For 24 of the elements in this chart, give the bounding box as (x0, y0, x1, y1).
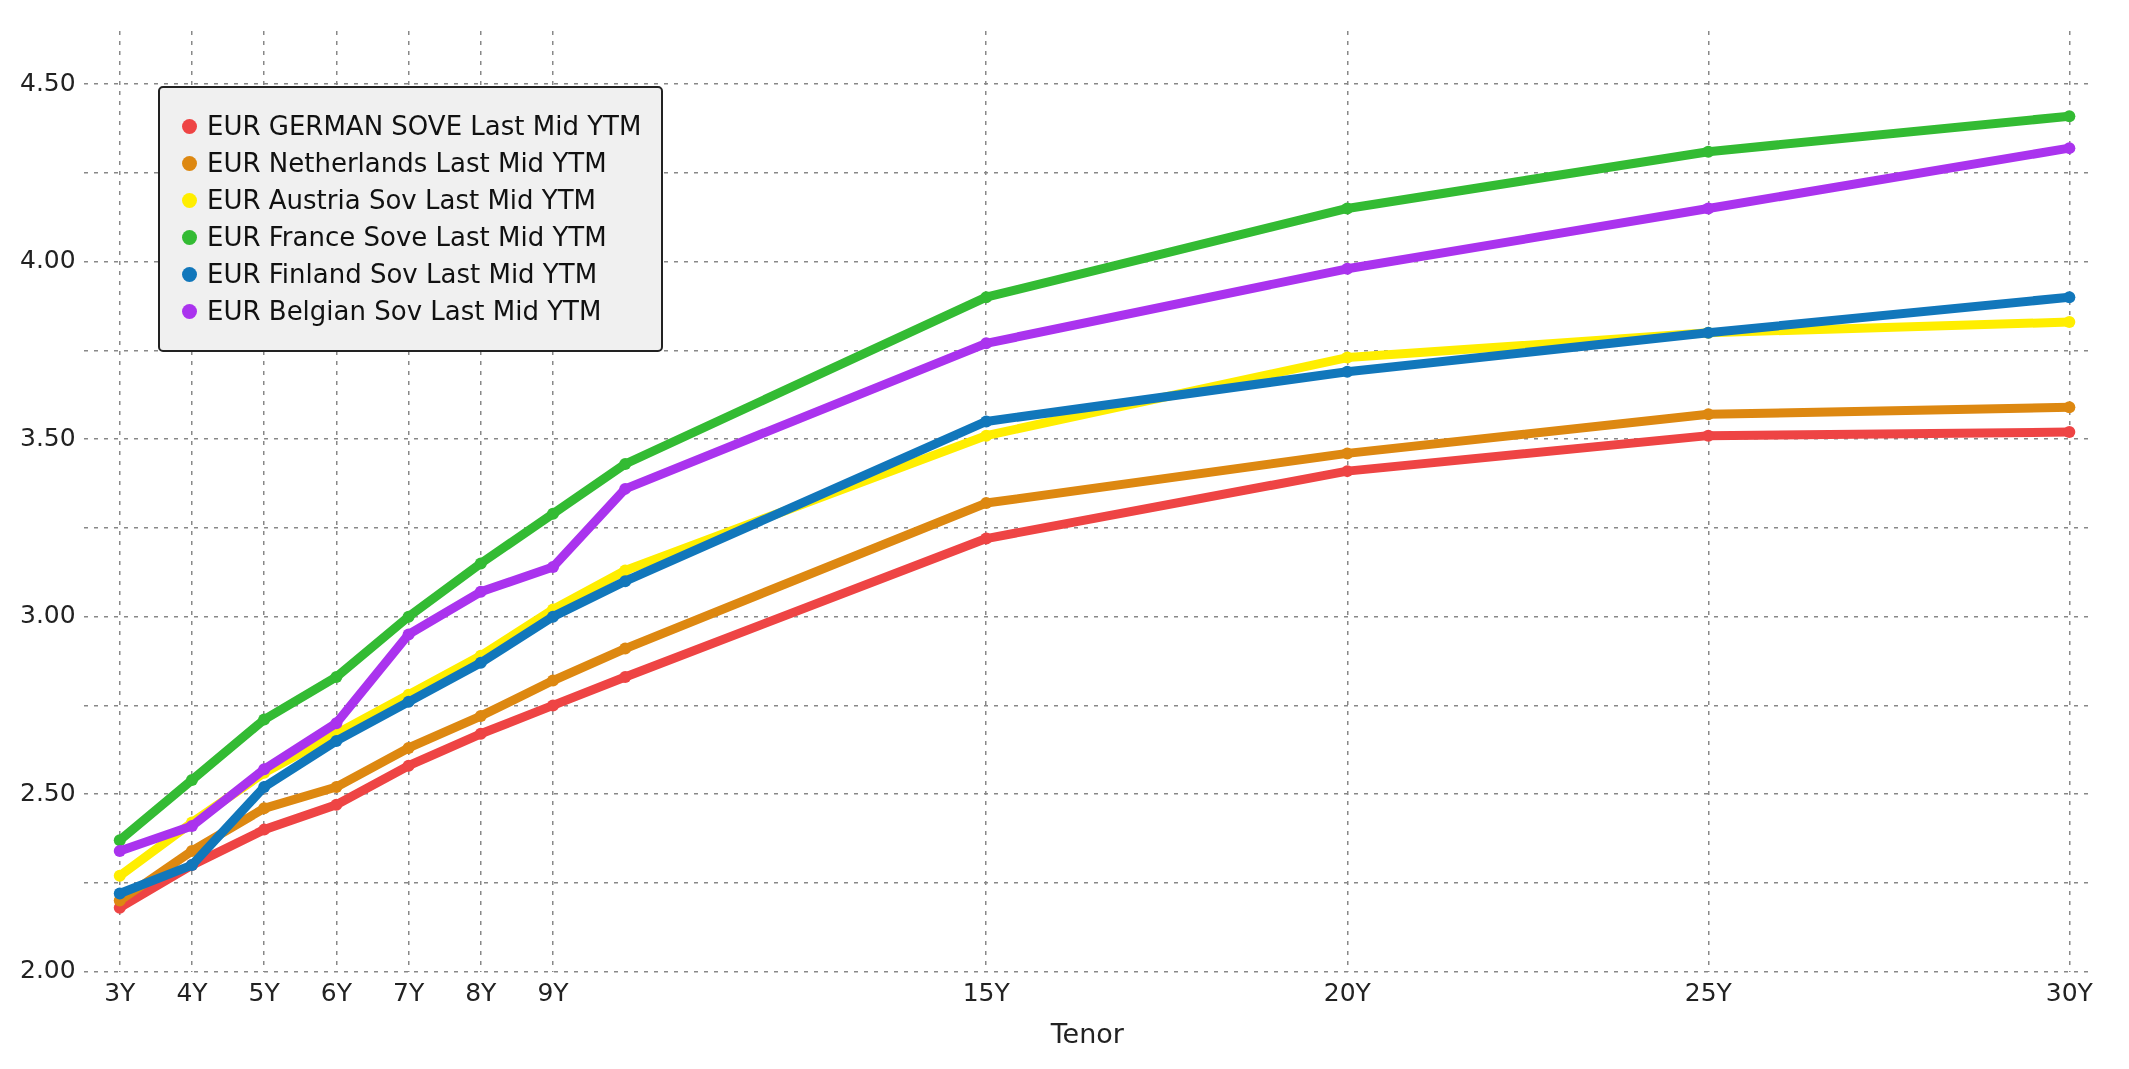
x-axis-title: Tenor (1049, 1017, 1125, 1049)
y-tick-label: 3.00 (19, 600, 76, 630)
x-tick-label: 3Y (104, 978, 137, 1008)
y-tick-label: 4.00 (19, 245, 76, 275)
legend-label: EUR Netherlands Last Mid YTM (207, 147, 607, 180)
y-tick-label: 3.50 (19, 422, 76, 452)
x-tick-label: 6Y (320, 978, 353, 1008)
legend-label: EUR Finland Sov Last Mid YTM (207, 258, 598, 291)
x-tick-label: 9Y (537, 978, 570, 1008)
legend-label: EUR Austria Sov Last Mid YTM (207, 184, 597, 217)
legend-label: EUR Belgian Sov Last Mid YTM (207, 295, 602, 328)
y-tick-label: 2.00 (19, 955, 76, 985)
x-tick-label: 5Y (248, 978, 281, 1008)
x-tick-label: 30Y (2045, 978, 2094, 1008)
x-tick-label: 25Y (1684, 978, 1733, 1008)
x-tick-label: 8Y (465, 978, 498, 1008)
x-tick-label: 7Y (393, 978, 425, 1008)
x-tick-label: 4Y (176, 978, 209, 1008)
y-tick-label: 2.50 (19, 777, 76, 807)
y-tick-label: 4.50 (19, 67, 76, 97)
legend-label: EUR France Sove Last Mid YTM (207, 221, 607, 254)
legend-label: EUR GERMAN SOVE Last Mid YTM (207, 110, 642, 143)
x-tick-label: 15Y (962, 978, 1011, 1008)
x-tick-label: 20Y (1323, 978, 1372, 1008)
